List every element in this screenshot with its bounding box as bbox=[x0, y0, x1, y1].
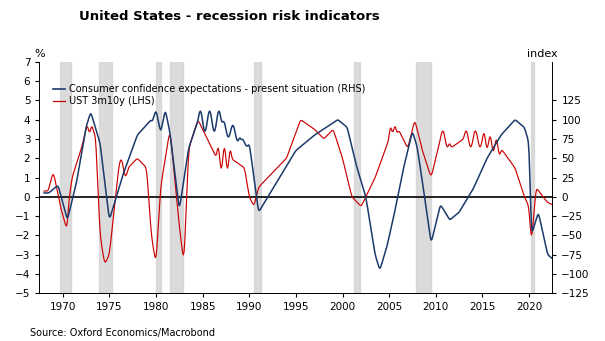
Bar bbox=[170, 62, 183, 293]
Text: %: % bbox=[34, 49, 45, 59]
Bar bbox=[254, 62, 261, 293]
Bar bbox=[156, 62, 161, 293]
Bar bbox=[354, 62, 361, 293]
Bar bbox=[60, 62, 71, 293]
Bar bbox=[531, 62, 534, 293]
Text: United States - recession risk indicators: United States - recession risk indicator… bbox=[79, 10, 379, 23]
Text: index: index bbox=[527, 49, 557, 59]
Bar bbox=[99, 62, 112, 293]
Text: Source: Oxford Economics/Macrobond: Source: Oxford Economics/Macrobond bbox=[30, 328, 215, 338]
Bar bbox=[416, 62, 431, 293]
Legend: Consumer confidence expectations - present situation (RHS), UST 3m10y (LHS): Consumer confidence expectations - prese… bbox=[50, 80, 369, 110]
